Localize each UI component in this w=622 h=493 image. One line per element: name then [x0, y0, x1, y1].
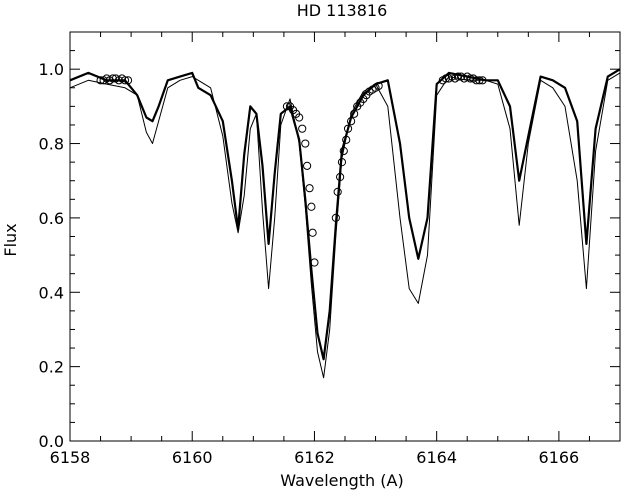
chart-title: HD 113816 [297, 1, 388, 20]
x-axis-title: Wavelength (A) [280, 471, 403, 490]
x-tick-label: 6164 [416, 448, 457, 467]
synthetic-spectrum-line [69, 72, 621, 379]
data-point-circle [307, 202, 316, 211]
y-tick-label: 0.2 [39, 358, 64, 377]
y-axis-title: Flux [1, 223, 20, 256]
data-point-circle [123, 76, 133, 85]
data-point-circle [347, 117, 356, 126]
data-point-circle [305, 184, 314, 193]
data-point-circle [96, 76, 105, 85]
data-point-circle [108, 74, 117, 83]
data-point-circle [475, 76, 484, 85]
data-point-circle [303, 161, 312, 170]
data-point-circle [342, 135, 351, 144]
x-tick-label: 6160 [172, 448, 213, 467]
y-tick-label: 0.8 [39, 135, 64, 154]
x-tick-label: 6162 [294, 448, 335, 467]
data-point-circle [441, 74, 450, 83]
data-point-circle [308, 228, 317, 237]
data-point-circle [295, 113, 304, 122]
data-point-circle [298, 124, 307, 133]
data-point-circle [336, 172, 345, 182]
data-point-circle [478, 76, 487, 85]
y-tick-label: 0.6 [39, 209, 64, 228]
data-point-circle [350, 109, 359, 118]
data-point-circle [466, 74, 475, 83]
x-tick-label: 6166 [539, 448, 580, 467]
data-point-circle [374, 81, 383, 91]
observed-spectrum-line [69, 68, 621, 361]
y-tick-label: 0.4 [39, 283, 64, 302]
plot-area: 6158 6160 6162 6164 6166 0.0 0.2 0.4 0.6 0.8 1.0 [39, 31, 621, 467]
data-point-circle [453, 72, 463, 81]
data-point-circle [339, 146, 348, 156]
data-point-circle [333, 187, 342, 196]
y-tick-label: 1.0 [39, 60, 64, 79]
data-point-circle [282, 102, 292, 111]
y-tick-label: 0.0 [39, 432, 64, 451]
data-point-circle [472, 76, 481, 85]
data-point-circle [331, 213, 340, 223]
data-point-circle [301, 139, 310, 148]
data-point-circle [337, 158, 347, 167]
data-point-circle [310, 258, 319, 267]
data-point-circle [343, 124, 353, 133]
data-point-circle [120, 76, 130, 85]
x-tick-label: 6158 [50, 448, 91, 467]
